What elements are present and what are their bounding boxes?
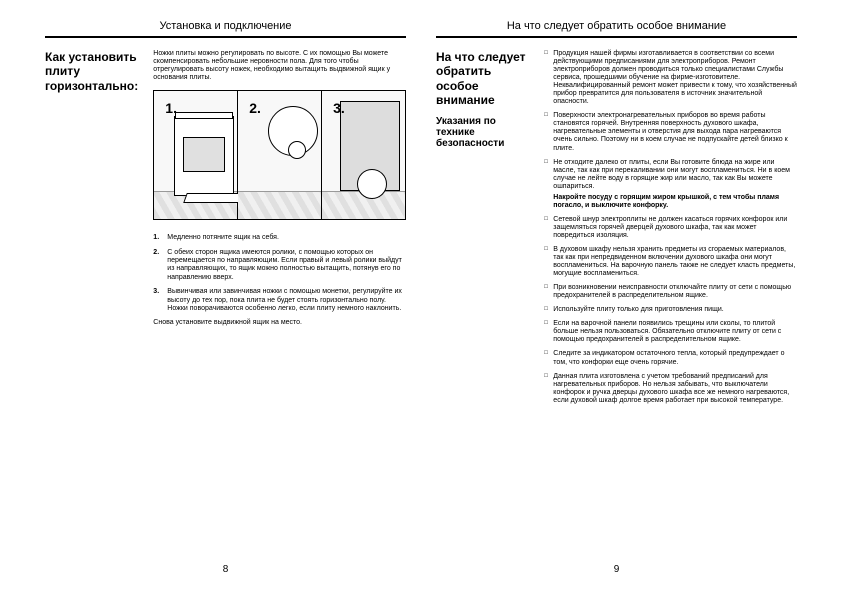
intro-para: Ножки плиты можно регулировать по высоте… bbox=[153, 50, 406, 82]
step-item: 2. С обеих сторон ящика имеются ролики, … bbox=[153, 249, 406, 283]
bullet-item: □Следите за индикатором остаточного тепл… bbox=[544, 350, 797, 366]
step-item: 1. Медленно потяните ящик на себя. bbox=[153, 234, 406, 242]
bullet-mark-icon: □ bbox=[544, 216, 553, 240]
installation-diagram: 1. 2. 3. bbox=[153, 90, 406, 220]
bullet-text: В духовом шкафу нельзя хранить предметы … bbox=[553, 246, 797, 278]
bullet-item: □Продукция нашей фирмы изготавливается в… bbox=[544, 50, 797, 106]
bullet-text: Если на варочной панели появились трещин… bbox=[553, 320, 797, 344]
bullet-mark-icon: □ bbox=[544, 284, 553, 300]
bullet-text: При возникновении неисправности отключай… bbox=[553, 284, 797, 300]
step-text: Вывинчивая или завинчивая ножки с помощь… bbox=[167, 288, 406, 313]
section-title-left: Как установить плиту горизонтально: bbox=[45, 50, 143, 93]
step-text: С обеих сторон ящика имеются ролики, с п… bbox=[167, 249, 406, 283]
after-para: Снова установите выдвижной ящик на место… bbox=[153, 319, 406, 327]
subtitle-right: Указания по технике безопасности bbox=[436, 116, 534, 149]
bullet-extra: Накройте посуду с горящим жиром крышкой,… bbox=[553, 194, 797, 210]
panel-num: 2. bbox=[246, 99, 264, 117]
bullet-item: □Не отходите далеко от плиты, если Вы го… bbox=[544, 159, 797, 210]
bullet-item: □Если на варочной панели появились трещи… bbox=[544, 320, 797, 344]
step-num: 3. bbox=[153, 288, 167, 313]
bullet-item: □В духовом шкафу нельзя хранить предметы… bbox=[544, 246, 797, 278]
bullet-mark-icon: □ bbox=[544, 350, 553, 366]
header-right: На что следует обратить особое внимание bbox=[436, 20, 797, 38]
bullet-text: Продукция нашей фирмы изготавливается в … bbox=[553, 50, 797, 106]
bullet-mark-icon: □ bbox=[544, 50, 553, 106]
bullet-text: Сетевой шнур электроплиты не должен каса… bbox=[553, 216, 797, 240]
panel-num: 1. bbox=[162, 99, 180, 117]
body-col-right: □Продукция нашей фирмы изготавливается в… bbox=[544, 50, 797, 564]
page-num-right: 9 bbox=[436, 564, 797, 575]
title-col-left: Как установить плиту горизонтально: bbox=[45, 50, 153, 564]
body-col-left: Ножки плиты можно регулировать по высоте… bbox=[153, 50, 406, 564]
bullet-item: □Используйте плиту только для приготовле… bbox=[544, 306, 797, 314]
bullet-mark-icon: □ bbox=[544, 373, 553, 405]
header-left: Установка и подключение bbox=[45, 20, 406, 38]
diagram-panel-3: 3. bbox=[322, 91, 405, 219]
bullet-item: □При возникновении неисправности отключа… bbox=[544, 284, 797, 300]
bullet-item: □Данная плита изготовлена с учетом требо… bbox=[544, 373, 797, 405]
bullet-text: Данная плита изготовлена с учетом требов… bbox=[553, 373, 797, 405]
step-num: 2. bbox=[153, 249, 167, 283]
bullet-text: Используйте плиту только для приготовлен… bbox=[553, 306, 797, 314]
page-num-left: 8 bbox=[45, 564, 406, 575]
bullet-item: □Поверхности электронагревательных прибо… bbox=[544, 112, 797, 152]
bullet-mark-icon: □ bbox=[544, 159, 553, 210]
step-num: 1. bbox=[153, 234, 167, 242]
bullet-item: □Сетевой шнур электроплиты не должен кас… bbox=[544, 216, 797, 240]
bullet-mark-icon: □ bbox=[544, 306, 553, 314]
bullet-mark-icon: □ bbox=[544, 112, 553, 152]
section-title-right: На что следует обратить особое внимание bbox=[436, 50, 534, 108]
content-left: Как установить плиту горизонтально: Ножк… bbox=[45, 50, 406, 564]
page-right: На что следует обратить особое внимание … bbox=[421, 20, 812, 575]
bullet-text: Следите за индикатором остаточного тепла… bbox=[553, 350, 797, 366]
step-text: Медленно потяните ящик на себя. bbox=[167, 234, 279, 242]
bullet-mark-icon: □ bbox=[544, 246, 553, 278]
diagram-panel-2: 2. bbox=[238, 91, 322, 219]
panel-num: 3. bbox=[330, 99, 348, 117]
bullet-text: Поверхности электронагревательных прибор… bbox=[553, 112, 797, 152]
content-right: На что следует обратить особое внимание … bbox=[436, 50, 797, 564]
bullet-mark-icon: □ bbox=[544, 320, 553, 344]
page-left: Установка и подключение Как установить п… bbox=[30, 20, 421, 575]
bullet-text: Не отходите далеко от плиты, если Вы гот… bbox=[553, 159, 797, 210]
title-col-right: На что следует обратить особое внимание … bbox=[436, 50, 544, 564]
diagram-panel-1: 1. bbox=[154, 91, 238, 219]
step-item: 3. Вывинчивая или завинчивая ножки с пом… bbox=[153, 288, 406, 313]
